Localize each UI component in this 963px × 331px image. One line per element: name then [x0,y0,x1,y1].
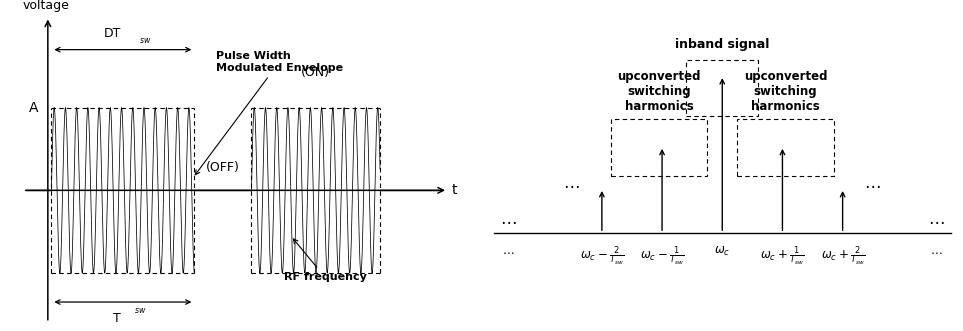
Text: $\omega_c+\frac{2}{T_{sw}}$: $\omega_c+\frac{2}{T_{sw}}$ [820,245,865,268]
Bar [611,119,707,176]
Bar [738,119,834,176]
Text: T: T [114,312,121,325]
Text: voltage: voltage [23,0,69,13]
Text: upconverted
switching
harmonics: upconverted switching harmonics [617,70,701,113]
Text: $\omega_c-\frac{1}{T_{sw}}$: $\omega_c-\frac{1}{T_{sw}}$ [640,245,684,268]
Text: (OFF): (OFF) [206,161,240,174]
Text: RF frequency: RF frequency [284,239,367,282]
Bar [687,60,759,116]
Text: Pulse Width
Modulated Envelope: Pulse Width Modulated Envelope [195,51,343,175]
Text: inband signal: inband signal [675,38,769,51]
Text: $\cdots$: $\cdots$ [929,245,942,258]
Text: A: A [29,101,39,115]
Text: $\omega_c+\frac{1}{T_{sw}}$: $\omega_c+\frac{1}{T_{sw}}$ [761,245,804,268]
Text: (ON): (ON) [301,66,330,79]
Text: t: t [452,183,457,197]
Text: $\cdots$: $\cdots$ [503,245,515,258]
Text: $\cdots$: $\cdots$ [500,212,517,230]
Text: $\cdots$: $\cdots$ [865,176,881,194]
Text: $\omega_c-\frac{2}{T_{sw}}$: $\omega_c-\frac{2}{T_{sw}}$ [580,245,624,268]
Text: $_{sw}$: $_{sw}$ [134,306,146,316]
Text: $\cdots$: $\cdots$ [927,212,945,230]
Text: DT: DT [103,27,120,40]
Text: upconverted
switching
harmonics: upconverted switching harmonics [743,70,827,113]
Text: $\cdots$: $\cdots$ [563,176,580,194]
Text: $_{sw}$: $_{sw}$ [139,35,151,46]
Text: $\omega_c$: $\omega_c$ [715,245,730,258]
